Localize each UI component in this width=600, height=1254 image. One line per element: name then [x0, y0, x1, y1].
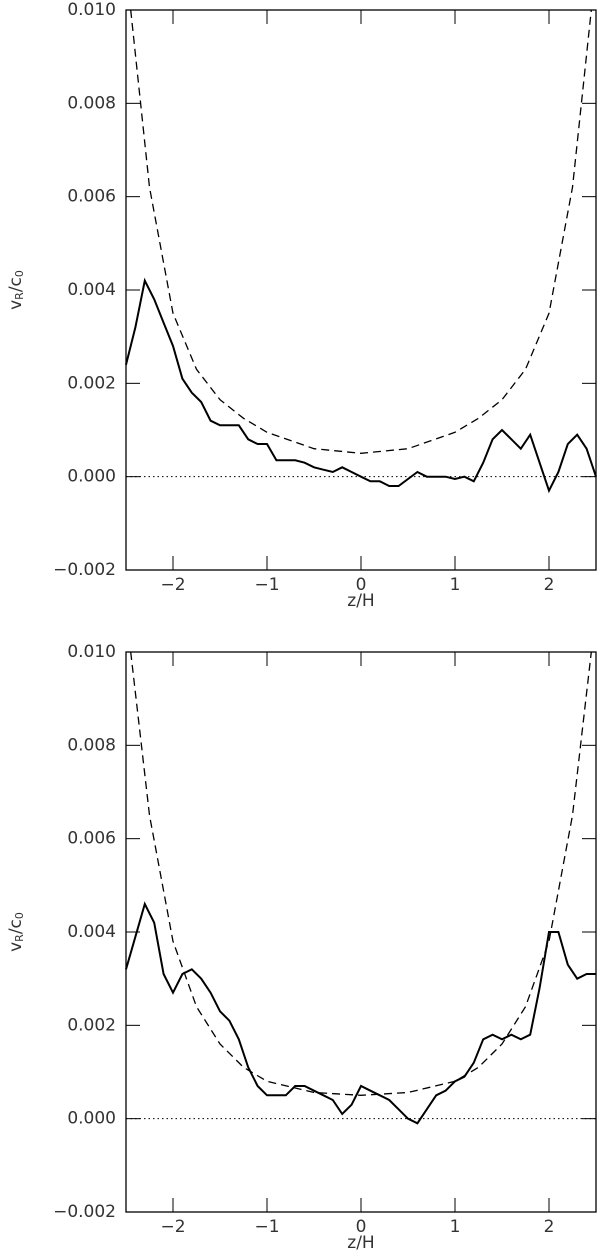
panel: −0.002 0.000 0.002 0.004 0.006 0.008 0.010 −2 −1… [6, 0, 597, 611]
y-tick-label: 0.010 [67, 642, 116, 662]
y-tick-label: 0.010 [67, 0, 116, 20]
y-tick-label: 0.008 [67, 93, 116, 113]
label-part: v [6, 300, 26, 310]
x-tick-label: 2 [544, 575, 555, 595]
x-tick-label: −2 [160, 1217, 185, 1237]
y-tick-label: 0.008 [67, 735, 116, 755]
subscript: R [13, 934, 26, 942]
y-axis-label: vR/c0 [6, 270, 26, 310]
x-tick-label: −1 [254, 1217, 279, 1237]
y-tick-label: 0.004 [67, 280, 116, 300]
x-tick-label: 0 [356, 575, 367, 595]
panel: −0.002 0.000 0.002 0.004 0.006 0.008 0.010 −2 −1… [6, 642, 597, 1253]
subscript: R [13, 292, 26, 300]
dashed-line [130, 9, 592, 454]
label-part: /c [6, 277, 26, 292]
solid-line [125, 277, 597, 494]
y-tick-label: −0.002 [53, 560, 116, 580]
label-part: /c [6, 919, 26, 934]
y-tick-label: −0.002 [53, 1202, 116, 1222]
x-tick-label: 1 [450, 575, 461, 595]
x-axis-label: z/H [347, 591, 374, 611]
x-tick-label: 0 [356, 1217, 367, 1237]
subscript: 0 [13, 912, 26, 919]
plot-frame [125, 651, 597, 1213]
plot-frame [125, 9, 597, 571]
label-part: v [6, 942, 26, 952]
y-tick-label: 0.006 [67, 829, 116, 849]
y-tick-label: 0.002 [67, 1015, 116, 1035]
y-tick-label: 0.000 [67, 467, 116, 487]
y-axis-label: vR/c0 [6, 912, 26, 952]
x-tick-label: −2 [160, 575, 185, 595]
x-tick-label: 2 [544, 1217, 555, 1237]
y-tick-label: 0.004 [67, 922, 116, 942]
subscript: 0 [13, 270, 26, 277]
y-tick-label: 0.002 [67, 373, 116, 393]
x-axis-label: z/H [347, 1233, 374, 1253]
y-tick-label: 0.006 [67, 187, 116, 207]
y-tick-label: 0.000 [67, 1109, 116, 1129]
x-tick-label: −1 [254, 575, 279, 595]
solid-line [125, 901, 596, 1125]
dashed-line [130, 651, 592, 1096]
x-tick-label: 1 [450, 1217, 461, 1237]
